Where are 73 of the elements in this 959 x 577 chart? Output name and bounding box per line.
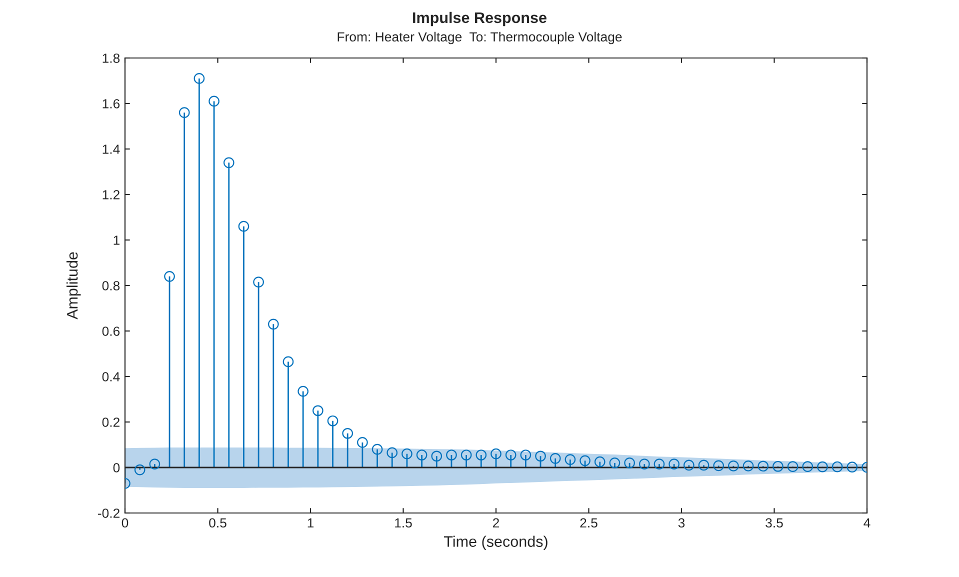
point [832,461,843,472]
point [490,448,502,460]
y-tick-label: 0.4 [102,372,120,382]
x-tick-label: 1.5 [395,518,412,528]
chart-title: Impulse Response [413,12,546,26]
x-tick-label: 1 [308,518,314,528]
x-tick-label: 4 [864,518,870,528]
point [164,270,175,282]
point [668,458,680,470]
point [638,458,650,470]
point [208,96,220,107]
point [178,107,190,118]
point [476,450,487,460]
point [772,460,784,472]
y-tick-label: 0.6 [102,326,120,336]
point [594,456,606,468]
point [460,450,472,460]
y-tick-label: 0.8 [102,281,120,290]
point [327,415,338,426]
point [713,460,724,472]
point [134,464,146,476]
y-tick-label: 1.6 [102,99,120,108]
chart-subtitle: From: Heater Voltage To: Thermocouple Voltage [338,32,622,44]
x-tick-label: 2 [492,518,500,528]
x-tick-label: 3.5 [766,518,783,528]
point [357,437,368,448]
point [698,460,710,471]
point [817,461,828,472]
y-tick-label: 1 [114,236,120,245]
point [787,461,798,472]
point [846,462,858,472]
point [609,458,620,468]
point [253,276,264,288]
x-tick-label: 0.5 [209,518,226,528]
y-tick-label: 0 [113,463,120,472]
point [624,458,635,468]
point [268,318,279,330]
point [535,450,546,462]
point [505,450,516,460]
x-axis-title: Time (seconds) [444,536,548,550]
y-tick-label: 1.2 [102,190,120,200]
point [298,386,308,397]
y-tick-label: 1.4 [102,144,120,154]
point [386,447,398,458]
point [312,405,324,416]
y-tick-label: -0.2 [98,508,120,518]
point [372,444,383,455]
point [149,458,160,470]
point [282,356,294,368]
point [802,461,814,472]
x-tick-label: 0 [122,518,128,528]
point [342,428,354,439]
point [564,454,576,465]
point [431,450,442,462]
point [654,458,665,470]
point [728,460,739,472]
point [223,157,234,168]
point [238,220,250,232]
point [446,450,457,460]
point [194,73,205,84]
x-tick-label: 3 [678,518,685,528]
point [416,450,428,460]
y-tick-label: 0.2 [102,418,120,427]
point [758,460,769,472]
point [550,452,561,464]
point [402,448,412,460]
y-tick-label: 1.8 [102,54,120,63]
point [742,460,754,472]
point [684,460,694,471]
y-axis-title: Amplitude [66,252,81,320]
point [520,450,532,460]
x-tick-label: 2.5 [580,518,598,528]
point [580,455,590,466]
